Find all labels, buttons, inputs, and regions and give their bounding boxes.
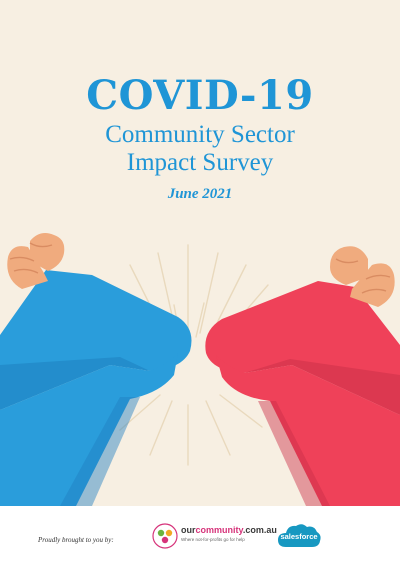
footer-sponsors: Proudly brought to you by: ourcommunity.… [0, 506, 400, 566]
ourcommunity-wordmark[interactable]: ourcommunity.com.au [181, 525, 277, 535]
cover-date: June 2021 [167, 186, 233, 202]
cover-title: COVID-19 [86, 72, 314, 119]
salesforce-wordmark: salesforce [280, 532, 318, 541]
elbow-bump-illustration [0, 233, 400, 506]
cover-subtitle: Community Sector Impact Survey [0, 121, 400, 177]
right-fist [330, 246, 395, 307]
left-arm [0, 233, 192, 506]
ourcommunity-logo-icon[interactable] [152, 523, 178, 549]
subtitle-line-1: Community Sector [105, 121, 295, 148]
salesforce-logo-icon[interactable] [276, 521, 322, 553]
cover-page: COVID-19 Community Sector Impact Survey … [0, 72, 400, 506]
subtitle-line-2: Impact Survey [126, 149, 274, 176]
left-fist [7, 233, 65, 289]
oc-name-prefix: our [181, 525, 196, 535]
brought-by-label: Proudly brought to you by: [38, 536, 114, 544]
oc-name-suffix: .com.au [242, 525, 277, 535]
oc-name-accent: community [195, 525, 243, 535]
ourcommunity-tagline: Where not-for-profits go for help [181, 537, 245, 542]
right-arm [205, 246, 400, 506]
